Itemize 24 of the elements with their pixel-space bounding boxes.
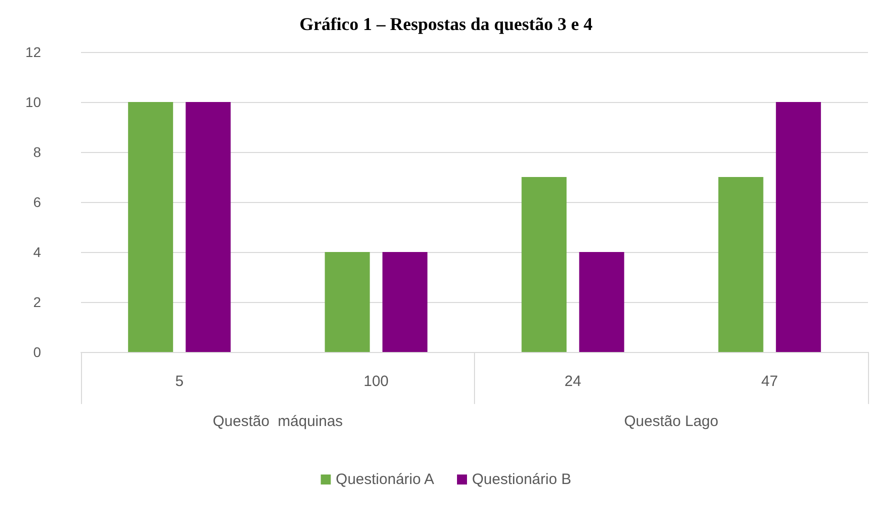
y-tick-label: 8 [33,144,42,160]
text: Questão máquinas [212,413,343,430]
y-tick-label: 4 [33,244,42,260]
y-tick-label: 10 [25,94,42,110]
y-tick-label: 12 [25,44,42,60]
x-tick-label: 5 [175,373,184,390]
bar [128,102,174,352]
text: Questão Lago [624,413,718,430]
legend-label: Questionário A [336,471,434,488]
chart-title: Gráfico 1 – Respostas da questão 3 e 4 [300,14,592,34]
y-tick-label: 6 [33,194,42,210]
bar [324,252,370,352]
y-tick-label: 2 [33,294,42,310]
bar [522,177,567,352]
x-tick-label: 100 [364,373,389,390]
bar [186,102,231,352]
bar [776,102,821,352]
legend-label: Questionário B [472,471,572,488]
y-tick-label: 0 [33,344,42,360]
bar [382,252,428,352]
bar [579,252,624,352]
x-tick-label: 24 [564,373,582,390]
bar [718,177,764,352]
x-tick-label: 47 [761,373,778,390]
